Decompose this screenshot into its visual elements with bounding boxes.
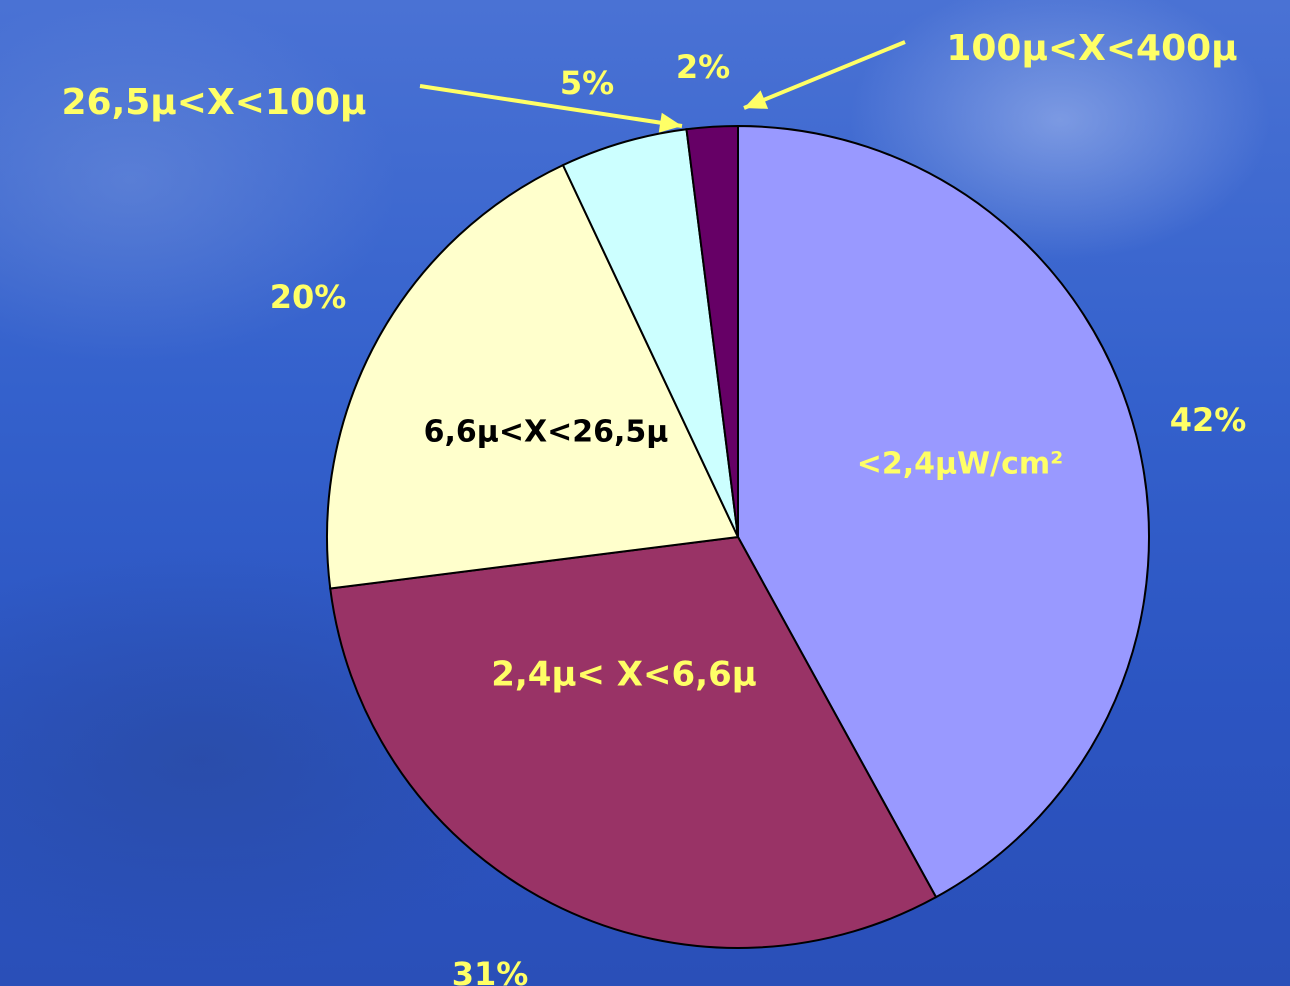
arrow-26-5-to-100-line xyxy=(419,84,683,128)
pie-slice-5 xyxy=(685,124,739,538)
pie-labels: <2,4µW/cm² 42% 2,4µ< X<6,6µ 31% 6,6µ<X<26,5µ… xyxy=(61,28,1246,986)
slice-label-4: 26,5µ<X<100µ xyxy=(61,82,366,123)
pie-slices xyxy=(326,124,1150,949)
slice-percent-1: 42% xyxy=(1170,401,1247,439)
arrow-100-to-400-head xyxy=(744,90,769,109)
callout-arrows xyxy=(419,40,906,133)
slice-percent-3: 20% xyxy=(270,278,347,316)
pie-slice-2 xyxy=(329,535,938,949)
slice-percent-2: 31% xyxy=(452,955,529,986)
slice-label-5: 100µ<X<400µ xyxy=(946,28,1237,69)
pie-slice-3 xyxy=(326,163,740,590)
arrow-26-5-to-100-head xyxy=(658,112,682,133)
slice-percent-4: 5% xyxy=(560,64,614,102)
arrow-100-to-400-line xyxy=(743,40,906,110)
slice-percent-5: 2% xyxy=(676,48,730,86)
slice-label-2: 2,4µ< X<6,6µ xyxy=(491,655,757,695)
slice-label-3: 6,6µ<X<26,5µ xyxy=(424,415,669,450)
pie-slice-1 xyxy=(737,124,1150,899)
slice-label-1: <2,4µW/cm² xyxy=(857,447,1064,482)
